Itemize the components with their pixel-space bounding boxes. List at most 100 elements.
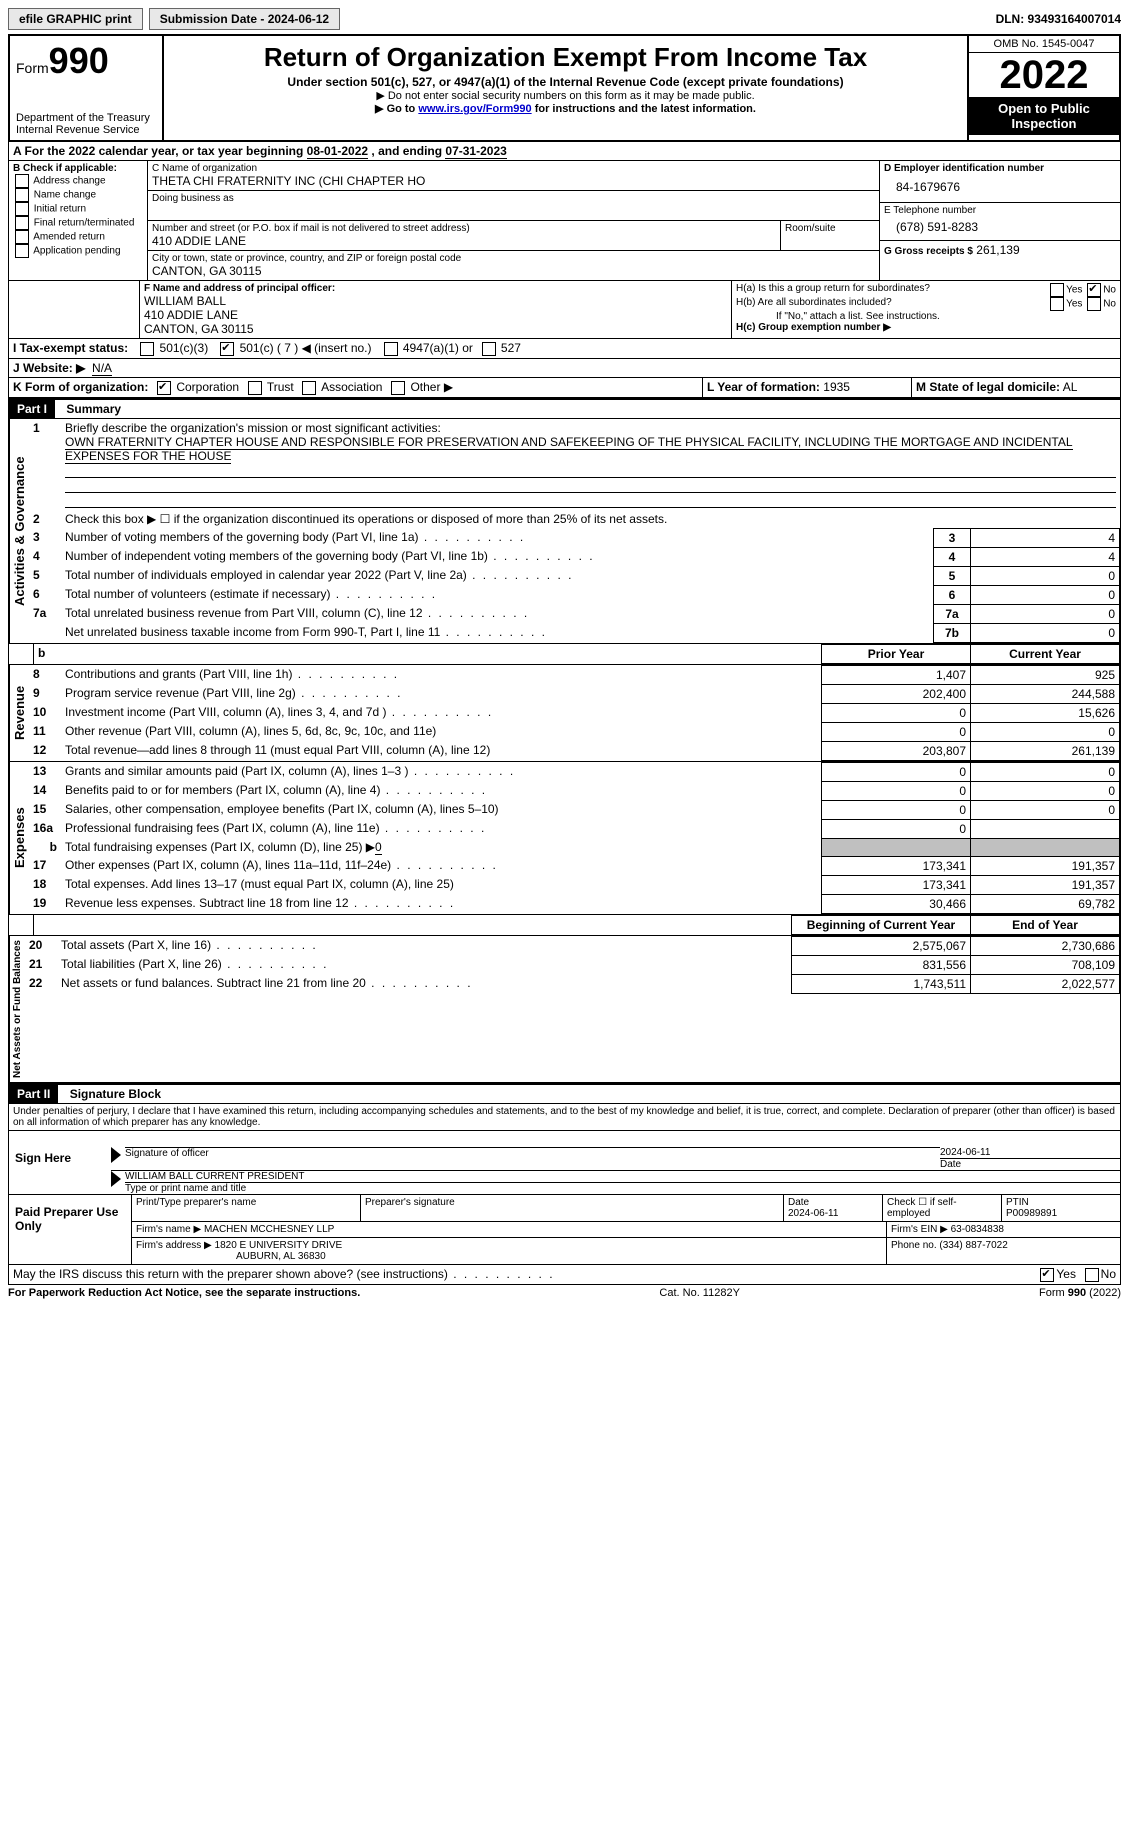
part1-subtitle: Summary bbox=[58, 402, 121, 416]
form-title: Return of Organization Exempt From Incom… bbox=[172, 42, 959, 73]
part2-title: Part II bbox=[9, 1085, 58, 1103]
irs-link[interactable]: www.irs.gov/Form990 bbox=[418, 103, 531, 115]
part1-header: Part I Summary bbox=[8, 398, 1121, 419]
box-m-label: M State of legal domicile: bbox=[916, 380, 1060, 394]
hc-label: H(c) Group exemption number ▶ bbox=[736, 322, 1116, 333]
check-other[interactable] bbox=[391, 381, 405, 395]
check-initial-return[interactable] bbox=[15, 202, 29, 216]
check-address-change[interactable] bbox=[15, 174, 29, 188]
box-g-label: G Gross receipts $ bbox=[884, 246, 973, 257]
state-domicile: AL bbox=[1063, 380, 1078, 394]
prep-name-label: Print/Type preparer's name bbox=[132, 1195, 361, 1221]
check-501c3[interactable] bbox=[140, 342, 154, 356]
check-self-label: Check ☐ if self-employed bbox=[883, 1195, 1002, 1221]
part1-body: Activities & Governance 1 Briefly descri… bbox=[8, 419, 1121, 644]
dln-text: DLN: 93493164007014 bbox=[996, 12, 1121, 26]
city-label: City or town, state or province, country… bbox=[152, 253, 875, 264]
part2-subtitle: Signature Block bbox=[62, 1087, 161, 1101]
room-label: Room/suite bbox=[785, 223, 875, 234]
vlabel-expenses: Expenses bbox=[9, 762, 29, 914]
website-value: N/A bbox=[92, 361, 112, 376]
hb-no[interactable] bbox=[1087, 297, 1101, 311]
box-b-label: B Check if applicable: bbox=[13, 163, 143, 174]
revenue-headers: b Prior Year Current Year bbox=[8, 644, 1121, 665]
check-assoc[interactable] bbox=[302, 381, 316, 395]
gross-receipts: 261,139 bbox=[976, 243, 1019, 257]
check-corp[interactable] bbox=[157, 381, 171, 395]
check-amended[interactable] bbox=[15, 230, 29, 244]
period-begin: 08-01-2022 bbox=[307, 144, 368, 159]
ha-no[interactable] bbox=[1087, 283, 1101, 297]
prep-date: 2024-06-11 bbox=[788, 1208, 838, 1219]
line5-val: 0 bbox=[971, 566, 1120, 585]
line1-label: Briefly describe the organization's miss… bbox=[65, 421, 441, 435]
check-name-change[interactable] bbox=[15, 188, 29, 202]
check-pending[interactable] bbox=[15, 244, 29, 258]
entity-info: B Check if applicable: Address change Na… bbox=[8, 161, 1121, 281]
officer-name: WILLIAM BALL bbox=[144, 294, 727, 308]
phone-value: (678) 591-8283 bbox=[884, 216, 1116, 238]
subtitle-2: ▶ Do not enter social security numbers o… bbox=[172, 89, 959, 102]
discuss-yes[interactable] bbox=[1040, 1268, 1054, 1282]
irs-label: Internal Revenue Service bbox=[16, 124, 156, 136]
hb-label: H(b) Are all subordinates included? bbox=[736, 297, 1048, 311]
status-website: I Tax-exempt status: 501(c)(3) 501(c) ( … bbox=[8, 339, 1121, 378]
efile-print-button[interactable]: efile GRAPHIC print bbox=[8, 8, 143, 30]
type-name-label: Type or print name and title bbox=[125, 1182, 1120, 1194]
dept-treasury: Department of the Treasury bbox=[16, 112, 156, 124]
expenses-block: Expenses 13Grants and similar amounts pa… bbox=[8, 762, 1121, 915]
form-footer: Form 990 (2022) bbox=[1039, 1287, 1121, 1299]
ptin-value: P00989891 bbox=[1006, 1208, 1057, 1219]
check-final-return[interactable] bbox=[15, 216, 29, 230]
ha-yes[interactable] bbox=[1050, 283, 1064, 297]
org-form-row: K Form of organization: Corporation Trus… bbox=[8, 378, 1121, 398]
firm-ein: 63-0834838 bbox=[951, 1224, 1004, 1235]
box-i-label: I Tax-exempt status: bbox=[13, 341, 128, 355]
sig-date-label: Date bbox=[940, 1158, 1120, 1170]
line7a-val: 0 bbox=[971, 604, 1120, 623]
ha-label: H(a) Is this a group return for subordin… bbox=[736, 283, 1048, 297]
page-footer: For Paperwork Reduction Act Notice, see … bbox=[8, 1287, 1121, 1299]
box-l-label: L Year of formation: bbox=[707, 380, 820, 394]
col-boy: Beginning of Current Year bbox=[792, 915, 971, 934]
box-f-label: F Name and address of principal officer: bbox=[144, 283, 727, 294]
prep-sig-label: Preparer's signature bbox=[361, 1195, 784, 1221]
arrow-icon bbox=[111, 1171, 121, 1187]
netassets-headers: Beginning of Current Year End of Year bbox=[8, 915, 1121, 936]
box-k-label: K Form of organization: bbox=[13, 380, 148, 394]
subtitle-1: Under section 501(c), 527, or 4947(a)(1)… bbox=[172, 75, 959, 89]
box-c-name-label: C Name of organization bbox=[152, 163, 875, 174]
hb-yes[interactable] bbox=[1050, 297, 1064, 311]
arrow-icon bbox=[111, 1147, 121, 1163]
firm-name: MACHEN MCCHESNEY LLP bbox=[204, 1224, 334, 1235]
cat-no: Cat. No. 11282Y bbox=[659, 1287, 740, 1299]
sig-date-value: 2024-06-11 bbox=[940, 1147, 1120, 1158]
discuss-row: May the IRS discuss this return with the… bbox=[8, 1265, 1121, 1285]
line2-text: Check this box ▶ ☐ if the organization d… bbox=[61, 510, 1120, 529]
period-end: 07-31-2023 bbox=[445, 144, 506, 159]
sig-officer-label: Signature of officer bbox=[125, 1147, 940, 1159]
col-eoy: End of Year bbox=[971, 915, 1120, 934]
omb-number: OMB No. 1545-0047 bbox=[969, 36, 1119, 53]
box-d-label: D Employer identification number bbox=[884, 163, 1116, 174]
ein-value: 84-1679676 bbox=[884, 174, 1116, 200]
org-address: 410 ADDIE LANE bbox=[152, 234, 776, 248]
officer-group-info: F Name and address of principal officer:… bbox=[8, 281, 1121, 339]
check-trust[interactable] bbox=[248, 381, 262, 395]
discuss-no[interactable] bbox=[1085, 1268, 1099, 1282]
submission-date-button[interactable]: Submission Date - 2024-06-12 bbox=[149, 8, 340, 30]
officer-addr1: 410 ADDIE LANE bbox=[144, 308, 727, 322]
org-city: CANTON, GA 30115 bbox=[152, 264, 875, 278]
box-j-label: J Website: ▶ bbox=[13, 361, 85, 375]
check-4947[interactable] bbox=[384, 342, 398, 356]
officer-addr2: CANTON, GA 30115 bbox=[144, 322, 727, 336]
top-bar: efile GRAPHIC print Submission Date - 20… bbox=[8, 8, 1121, 30]
addr-label: Number and street (or P.O. box if mail i… bbox=[152, 223, 776, 234]
declaration-text: Under penalties of perjury, I declare th… bbox=[8, 1104, 1121, 1131]
hb-note: If "No," attach a list. See instructions… bbox=[736, 311, 1116, 322]
check-527[interactable] bbox=[482, 342, 496, 356]
line1-text: OWN FRATERNITY CHAPTER HOUSE AND RESPONS… bbox=[65, 435, 1073, 464]
col-prior: Prior Year bbox=[822, 644, 971, 663]
check-501c[interactable] bbox=[220, 342, 234, 356]
netassets-block: Net Assets or Fund Balances 20Total asse… bbox=[8, 936, 1121, 1083]
